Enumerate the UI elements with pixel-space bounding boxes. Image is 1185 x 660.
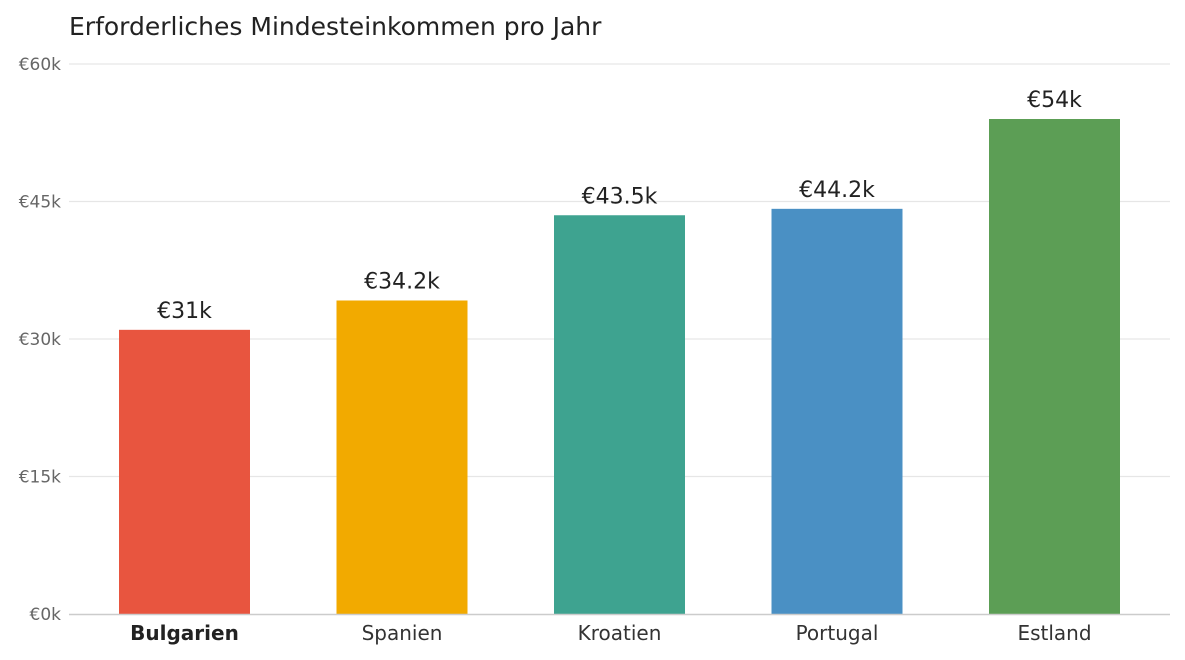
data-label: €34.2k (364, 270, 440, 295)
y-tick-label: €0k (30, 605, 62, 625)
x-tick-label: Estland (1017, 621, 1091, 645)
x-tick-label: Kroatien (578, 621, 662, 645)
data-label: €44.2k (799, 178, 875, 203)
data-label: €54k (1027, 88, 1082, 113)
bar-spanien (336, 300, 468, 614)
data-label: €31k (157, 299, 212, 324)
bar-kroatien (554, 215, 685, 614)
y-tick-label: €15k (19, 468, 61, 488)
bar-portugal (771, 208, 903, 615)
data-labels: €31k €34.2k €43.5k €44.2k €54k (157, 88, 1082, 324)
data-label: €43.5k (582, 184, 658, 209)
x-tick-label: Portugal (796, 621, 879, 645)
chart-title: Erforderliches Mindesteinkommen pro Jahr (69, 12, 602, 41)
bar-estland (989, 119, 1120, 614)
bars (119, 119, 1120, 615)
x-tick-label: Spanien (362, 621, 443, 645)
y-tick-label: €45k (19, 193, 61, 213)
x-tick-label: Bulgarien (130, 621, 239, 645)
x-axis-ticks: Bulgarien Spanien Kroatien Portugal Estland (130, 621, 1091, 645)
y-tick-label: €60k (19, 55, 61, 75)
y-axis-ticks: €0k €15k €30k €45k €60k (19, 55, 61, 625)
y-tick-label: €30k (19, 330, 61, 350)
bar-bulgarien (119, 329, 250, 614)
